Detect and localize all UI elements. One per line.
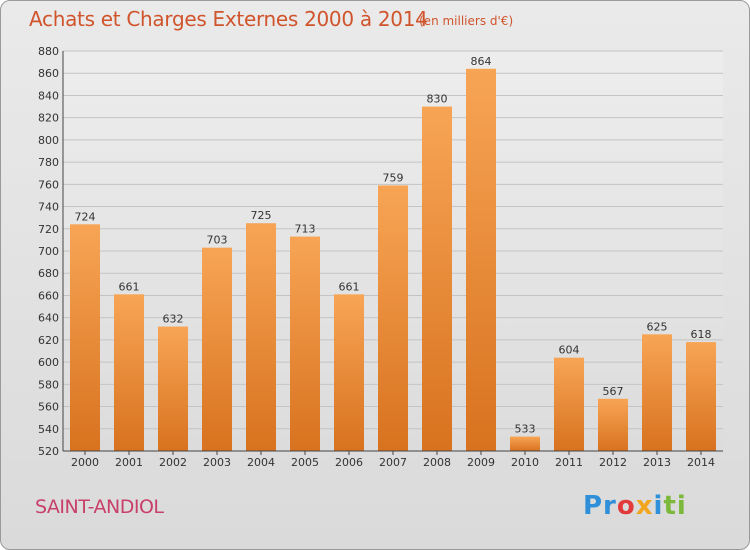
bar [114, 294, 144, 451]
y-tick-label: 580 [38, 378, 59, 391]
y-tick-label: 740 [38, 201, 59, 214]
y-tick-label: 700 [38, 245, 59, 258]
data-label: 618 [691, 328, 712, 341]
y-tick-label: 720 [38, 223, 59, 236]
data-label: 864 [471, 55, 492, 68]
place-name: SAINT-ANDIOL [35, 496, 164, 518]
bars: 724 661 632 703 725 713 661 759 830 864 533 604 567 6… [70, 55, 716, 452]
data-label: 661 [339, 280, 360, 293]
proxiti-logo[interactable]: Proxiti [583, 491, 687, 521]
bar [554, 357, 584, 451]
x-tick-label: 2006 [335, 456, 363, 469]
bar [158, 326, 188, 451]
bar [378, 185, 408, 451]
bar [466, 68, 496, 452]
data-label: 604 [559, 344, 580, 357]
y-tick-label: 560 [38, 401, 59, 414]
data-label: 759 [383, 171, 404, 184]
y-tick-label: 840 [38, 89, 59, 102]
bar [510, 436, 540, 451]
data-label: 830 [427, 93, 448, 106]
chart-unit: (en milliers d'€) [419, 14, 514, 28]
bar [598, 398, 628, 451]
x-tick-label: 2005 [291, 456, 319, 469]
x-tick-label: 2000 [71, 456, 99, 469]
bar [422, 106, 452, 452]
data-label: 625 [647, 320, 668, 333]
data-label: 703 [207, 234, 228, 247]
x-tick-label: 2013 [643, 456, 671, 469]
bar [202, 247, 232, 451]
logo-part: i [653, 491, 664, 521]
x-tick-label: 2010 [511, 456, 539, 469]
x-tick-label: 2004 [247, 456, 275, 469]
x-tick-label: 2001 [115, 456, 143, 469]
data-label: 661 [119, 280, 140, 293]
y-tick-label: 660 [38, 289, 59, 302]
y-tick-label: 760 [38, 178, 59, 191]
x-tick-label: 2007 [379, 456, 407, 469]
x-tick-label: 2012 [599, 456, 627, 469]
y-tick-label: 520 [38, 445, 59, 458]
x-tick-label: 2014 [687, 456, 715, 469]
data-label: 567 [603, 385, 624, 398]
y-tick-label: 820 [38, 112, 59, 125]
data-label: 725 [251, 209, 272, 222]
x-tick-label: 2009 [467, 456, 495, 469]
logo-part: ti [663, 491, 687, 521]
data-label: 724 [75, 210, 96, 223]
x-tick-label: 2003 [203, 456, 231, 469]
bar [642, 334, 672, 451]
bar [70, 224, 100, 451]
data-label: 713 [295, 223, 316, 236]
y-tick-label: 600 [38, 356, 59, 369]
y-tick-label: 780 [38, 156, 59, 169]
logo-part: Pr [583, 491, 617, 521]
y-tick-label: 620 [38, 334, 59, 347]
bar [334, 294, 364, 451]
y-tick-label: 860 [38, 67, 59, 80]
axes: 520 540 560 580 600 620 640 660 680 700 720 740 760 7… [38, 45, 723, 469]
y-tick-label: 680 [38, 267, 59, 280]
data-label: 632 [163, 313, 184, 326]
data-label: 533 [515, 423, 536, 436]
logo-part: o [616, 491, 636, 521]
y-tick-label: 540 [38, 423, 59, 436]
y-tick-label: 880 [38, 45, 59, 58]
y-tick-label: 800 [38, 134, 59, 147]
y-tick-label: 640 [38, 312, 59, 325]
x-tick-label: 2011 [555, 456, 583, 469]
chart-title: Achats et Charges Externes 2000 à 2014 [29, 7, 428, 31]
bar [686, 342, 716, 451]
x-tick-label: 2008 [423, 456, 451, 469]
logo-part: x [635, 491, 654, 521]
bar [246, 223, 276, 451]
x-tick-label: 2002 [159, 456, 187, 469]
bar [290, 236, 320, 451]
